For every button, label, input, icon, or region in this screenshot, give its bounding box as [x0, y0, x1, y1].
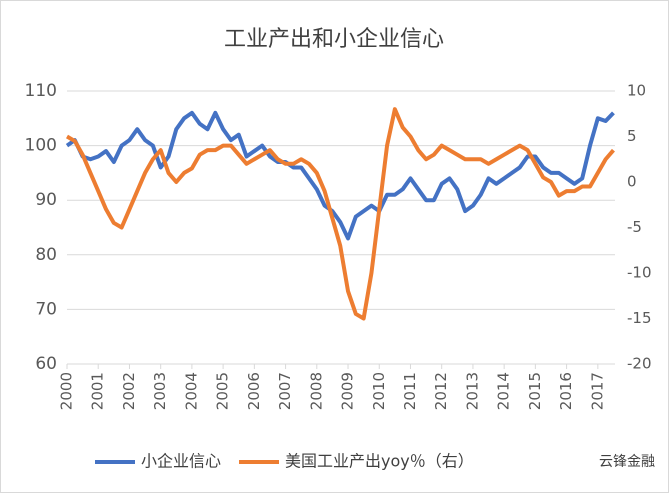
y2-tick-label: -15: [627, 309, 652, 327]
x-tick-label: 2011: [401, 372, 419, 410]
x-tick-label: 2007: [276, 372, 294, 410]
x-tick-label: 2003: [151, 372, 169, 410]
x-tick-label: 2010: [370, 372, 388, 410]
x-tick-label: 2000: [58, 372, 76, 410]
y2-tick-label: 10: [627, 82, 646, 100]
x-tick-label: 2001: [89, 372, 107, 410]
chart-title: 工业产出和小企业信心: [224, 27, 444, 52]
y-tick-label: 70: [35, 299, 57, 319]
y2-tick-label: 0: [627, 173, 637, 191]
y-tick-label: 80: [35, 245, 57, 265]
x-tick-label: 2008: [307, 372, 325, 410]
legend-label: 小企业信心: [141, 452, 221, 471]
y2-tick-label: -5: [627, 218, 642, 236]
y2-tick-label: -10: [627, 264, 652, 282]
series-line: [65, 110, 615, 241]
x-tick-label: 2013: [463, 372, 481, 410]
x-tick-label: 2002: [120, 372, 138, 410]
x-tick-label: 2006: [245, 372, 263, 410]
x-tick-label: 2012: [432, 372, 450, 410]
x-tick-label: 2014: [495, 372, 513, 410]
x-tick-label: 2005: [214, 372, 232, 410]
x-tick-label: 2009: [339, 372, 357, 410]
x-tick-label: 2016: [557, 372, 575, 410]
legend-label: 美国工业产出yoy％（右）: [285, 452, 474, 471]
y-tick-label: 110: [25, 81, 57, 101]
y2-tick-label: -20: [627, 355, 652, 373]
y2-tick-label: 5: [627, 127, 637, 145]
watermark: 云锋金融: [599, 454, 655, 470]
y-tick-label: 60: [35, 354, 57, 374]
y-tick-label: 100: [25, 136, 57, 156]
x-tick-label: 2017: [588, 372, 606, 410]
y-tick-label: 90: [35, 190, 57, 210]
x-tick-label: 2015: [526, 372, 544, 410]
series-line: [65, 107, 615, 321]
x-tick-label: 2004: [182, 372, 200, 410]
